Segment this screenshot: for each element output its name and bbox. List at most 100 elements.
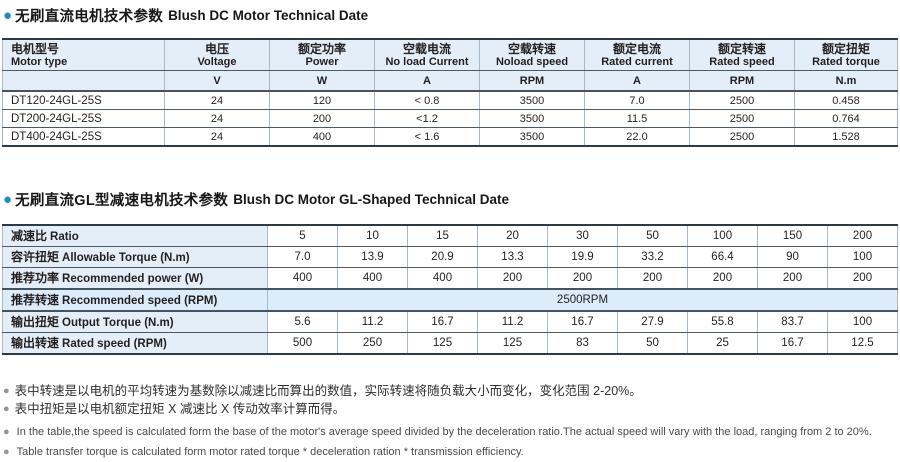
value-cell: 200 — [547, 267, 618, 290]
value-cell: 13.9 — [337, 246, 408, 268]
value-cell: 27.9 — [617, 310, 688, 333]
value-cell: 200 — [477, 267, 548, 290]
note-bullet-icon: ● — [3, 403, 10, 415]
row-label-ratio: 减速比 Ratio — [2, 224, 268, 247]
value-cell: 24 — [164, 109, 270, 128]
row-label-zh: 容许扭矩 — [11, 250, 60, 264]
table-row-ratio: 减速比 Ratio 5 10 15 20 30 50 100 150 200 — [2, 224, 898, 247]
value-cell: 1.528 — [794, 127, 898, 147]
gear-motor-table: 减速比 Ratio 5 10 15 20 30 50 100 150 200 容许扭矩 Allowabl… — [2, 224, 898, 355]
value-cell: 100 — [687, 224, 758, 247]
header-row: 电机型号 Motor type 电压 Voltage 额定功率 Power 空载电流 No l… — [2, 38, 898, 71]
value-cell: 13.3 — [477, 246, 548, 268]
value-cell: 200 — [827, 267, 898, 290]
value-cell: 200 — [687, 267, 758, 290]
note-text: Table transfer torque is calculated form… — [16, 446, 524, 458]
note-text: 表中扭矩是以电机额定扭矩 X 减速比 X 传动效率计算而得。 — [14, 402, 346, 416]
value-cell: 5.6 — [267, 310, 338, 333]
value-cell: 11.2 — [477, 310, 548, 333]
value-cell: 0.458 — [794, 90, 898, 110]
merged-value-cell: 2500RPM — [267, 288, 898, 312]
value-cell: 15 — [407, 224, 478, 247]
column-header-zh: 额定转速 — [717, 42, 766, 56]
unit-rpm: RPM — [479, 70, 585, 92]
column-header-zh: 额定功率 — [297, 42, 346, 56]
note-bullet-icon: ● — [3, 446, 10, 458]
note-bullet-icon: ● — [3, 426, 10, 438]
value-cell: 400 — [337, 267, 408, 290]
note-line: ● 表中转速是以电机的平均转速为基数除以减速比而算出的数值，实际转速将随负载大小而… — [3, 382, 898, 400]
section2-title: ● 无刷直流GL型减速电机技术参数 Blush DC Motor GL-Shap… — [3, 189, 898, 209]
column-header-en: Power — [305, 56, 339, 68]
section2-title-en: Blush DC Motor GL-Shaped Technical Date — [233, 191, 509, 207]
section2-title-zh: 无刷直流GL型减速电机技术参数 — [15, 192, 229, 209]
row-label-en: Recommended speed (RPM) — [62, 295, 218, 307]
motor-model: DT200-24GL-25S — [2, 109, 165, 128]
column-header-en: Noload speed — [495, 56, 569, 68]
value-cell: 125 — [407, 332, 478, 355]
value-cell: 200 — [827, 224, 898, 247]
value-cell: 30 — [547, 224, 618, 247]
column-header-noload-speed: 空载转速 Noload speed — [479, 38, 585, 71]
table-row-recommended-speed-rpm: 推荐转速 Recommended speed (RPM) 2500RPM — [2, 288, 898, 312]
row-label-en: Recommended power (W) — [62, 273, 204, 285]
gear-motor-table-body: 减速比 Ratio 5 10 15 20 30 50 100 150 200 容许扭矩 Allowabl… — [2, 224, 898, 355]
value-cell: 55.8 — [687, 310, 758, 333]
row-label-allowable-torque-n-m: 容许扭矩 Allowable Torque (N.m) — [2, 246, 268, 268]
motor-model: DT120-24GL-25S — [2, 90, 165, 110]
value-cell: 3500 — [479, 127, 585, 147]
row-label-recommended-speed-rpm: 推荐转速 Recommended speed (RPM) — [2, 288, 268, 312]
value-cell: 22.0 — [584, 127, 690, 147]
column-header-en: Rated speed — [709, 56, 775, 68]
row-label-zh: 输出转速 — [11, 336, 60, 350]
column-header-no-load-current: 空载电流 No load Current — [374, 38, 480, 71]
value-cell: 100 — [827, 246, 898, 268]
table-row: DT400-24GL-25S 24 400 < 1.6 3500 22.0 2500 1.52… — [2, 127, 898, 147]
value-cell: 2500 — [689, 127, 795, 147]
value-cell: 200 — [269, 109, 375, 128]
row-label-zh: 输出扭矩 — [11, 315, 60, 329]
value-cell: 11.5 — [584, 109, 690, 128]
value-cell: 33.2 — [617, 246, 688, 268]
value-cell: 66.4 — [687, 246, 758, 268]
value-cell: 12.5 — [827, 332, 898, 355]
motor-spec-table-head: 电机型号 Motor type 电压 Voltage 额定功率 Power 空载电流 No l… — [2, 38, 898, 92]
value-cell: < 1.6 — [374, 127, 480, 147]
value-cell: 3500 — [479, 109, 585, 128]
value-cell: 7.0 — [267, 246, 338, 268]
value-cell: 125 — [477, 332, 548, 355]
value-cell: < 0.8 — [374, 90, 480, 110]
value-cell: 5 — [267, 224, 338, 247]
note-text: 表中转速是以电机的平均转速为基数除以减速比而算出的数值，实际转速将随负载大小而变… — [14, 384, 642, 398]
value-cell: 500 — [267, 332, 338, 355]
column-header-zh: 电机型号 — [11, 42, 60, 56]
value-cell: 16.7 — [407, 310, 478, 333]
motor-spec-table: 电机型号 Motor type 电压 Voltage 额定功率 Power 空载电流 No l… — [2, 38, 898, 147]
table-row-recommended-power-w: 推荐功率 Recommended power (W) 400 400 400 200 200… — [2, 267, 898, 290]
value-cell: 16.7 — [757, 332, 828, 355]
bullet-icon: ● — [3, 6, 13, 24]
value-cell: <1.2 — [374, 109, 480, 128]
unit-w: W — [269, 70, 375, 92]
column-header-en: Rated torque — [812, 56, 880, 68]
table-row-allowable-torque-n-m: 容许扭矩 Allowable Torque (N.m) 7.0 13.9 20.9 13.… — [2, 246, 898, 268]
value-cell: 0.764 — [794, 109, 898, 128]
bullet-icon: ● — [3, 190, 13, 208]
units-row: V W A RPM A RPM N.m — [2, 70, 898, 92]
value-cell: 250 — [337, 332, 408, 355]
section1-title: ● 无刷直流电机技术参数 Blush DC Motor Technical Da… — [3, 5, 898, 25]
value-cell: 50 — [617, 332, 688, 355]
unit-blank — [2, 70, 165, 92]
column-header-rated-current: 额定电流 Rated current — [584, 38, 690, 71]
note-bullet-icon: ● — [3, 385, 10, 397]
table-row: DT200-24GL-25S 24 200 <1.2 3500 11.5 2500 0.764 — [2, 109, 898, 128]
unit-n-m: N.m — [794, 70, 898, 92]
column-header-zh: 额定电流 — [612, 42, 661, 56]
unit-v: V — [164, 70, 270, 92]
value-cell: 24 — [164, 90, 270, 110]
note-line: ● 表中扭矩是以电机额定扭矩 X 减速比 X 传动效率计算而得。 — [3, 400, 898, 418]
value-cell: 400 — [267, 267, 338, 290]
value-cell: 16.7 — [547, 310, 618, 333]
section1-title-zh: 无刷直流电机技术参数 — [15, 8, 164, 25]
